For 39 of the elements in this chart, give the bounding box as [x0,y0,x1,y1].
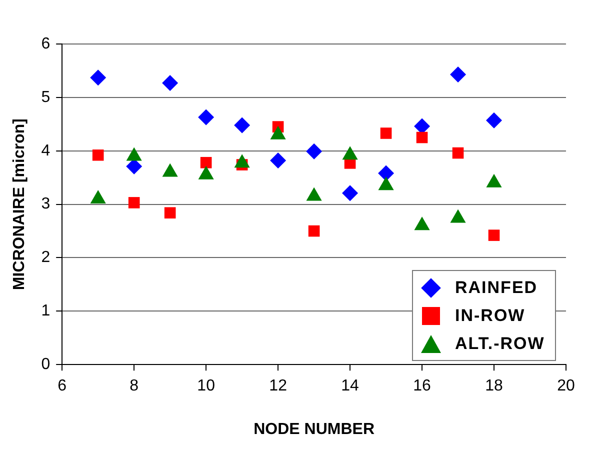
x-tick-label: 12 [269,378,288,395]
y-tick-label: 5 [41,88,50,106]
y-tick-label: 1 [41,302,50,320]
y-tick-label: 2 [41,249,50,266]
x-axis-title: NODE NUMBER [254,420,375,438]
y-tick-label: 0 [41,356,50,374]
point [450,66,466,82]
point [162,75,178,92]
point [308,225,320,237]
point [164,207,176,219]
point [416,132,428,144]
y-tick-label: 6 [41,35,50,52]
point [486,112,502,128]
point [270,152,286,168]
point [488,230,500,241]
y-axis-title: MICRONAIRE [micron] [11,118,28,290]
point [198,109,214,126]
point [128,197,140,208]
point [200,156,212,168]
point [452,147,464,159]
point [234,117,250,134]
point [342,185,358,202]
x-tick-label: 6 [58,378,67,395]
legend-label: IN-ROW [455,306,526,326]
x-tick-label: 16 [413,378,432,395]
x-tick-label: 8 [130,378,139,395]
point [378,165,394,182]
legend-label: RAINFED [455,278,538,298]
x-tick-label: 20 [557,378,575,395]
point [90,70,106,86]
point [306,143,322,160]
x-tick-label: 14 [341,378,360,395]
y-tick-label: 4 [41,142,50,160]
point [380,128,392,139]
y-tick-label: 3 [41,196,50,213]
x-tick-label: 10 [197,378,216,395]
legend-label: ALT.-ROW [455,334,545,354]
point [92,149,104,161]
x-tick-label: 18 [485,378,504,395]
